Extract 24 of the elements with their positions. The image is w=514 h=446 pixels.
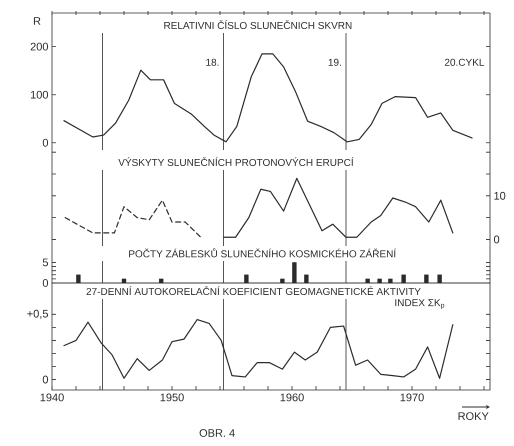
y-tick-label: 5	[42, 258, 48, 266]
y-tick-label: 0	[42, 279, 48, 287]
text: RELATIVNI ČÍSLO SLUNEČNICH SKVRN	[164, 20, 352, 30]
y-tick-label: 200	[30, 42, 48, 51]
text: OBR. 4	[200, 429, 235, 437]
text: INDEX ΣK$_{p}$	[395, 299, 444, 310]
chart-title: 27-DENNÍ AUTOKORELAČNÍ KOEFICIENT GEOMAGNETICKÉ AKTIVITY	[86, 286, 421, 296]
text: VÝSKYTY SLUNEČNÍCH PROTONOVÝCH ERUPCÍ	[118, 157, 354, 166]
annotation: 18.	[206, 58, 218, 66]
x-tick-label: 1950	[160, 394, 184, 402]
y2-tick-label: 0	[494, 236, 500, 244]
y-tick-label: 0	[42, 138, 48, 147]
x-tick-label: 1940	[40, 394, 64, 402]
x-tick-label: 1960	[280, 394, 304, 402]
x-tick-label: 1970	[400, 394, 424, 402]
annotation: 20.CYKL	[444, 58, 484, 66]
annotation: 19.	[328, 58, 341, 66]
y-tick-label: +0,5	[27, 310, 48, 319]
y-axis-title: R	[34, 17, 40, 25]
x-axis-title: ROKY	[458, 412, 489, 420]
y-tick-label: 0	[42, 376, 48, 384]
y-tick-label: 100	[30, 90, 48, 99]
y2-tick-label: 10	[494, 192, 506, 200]
chart-title: POČTY ZÁBLESKŮ SLUNEČNÍHO KOSMICKÉHO ZÁŘENÍ	[129, 248, 396, 258]
